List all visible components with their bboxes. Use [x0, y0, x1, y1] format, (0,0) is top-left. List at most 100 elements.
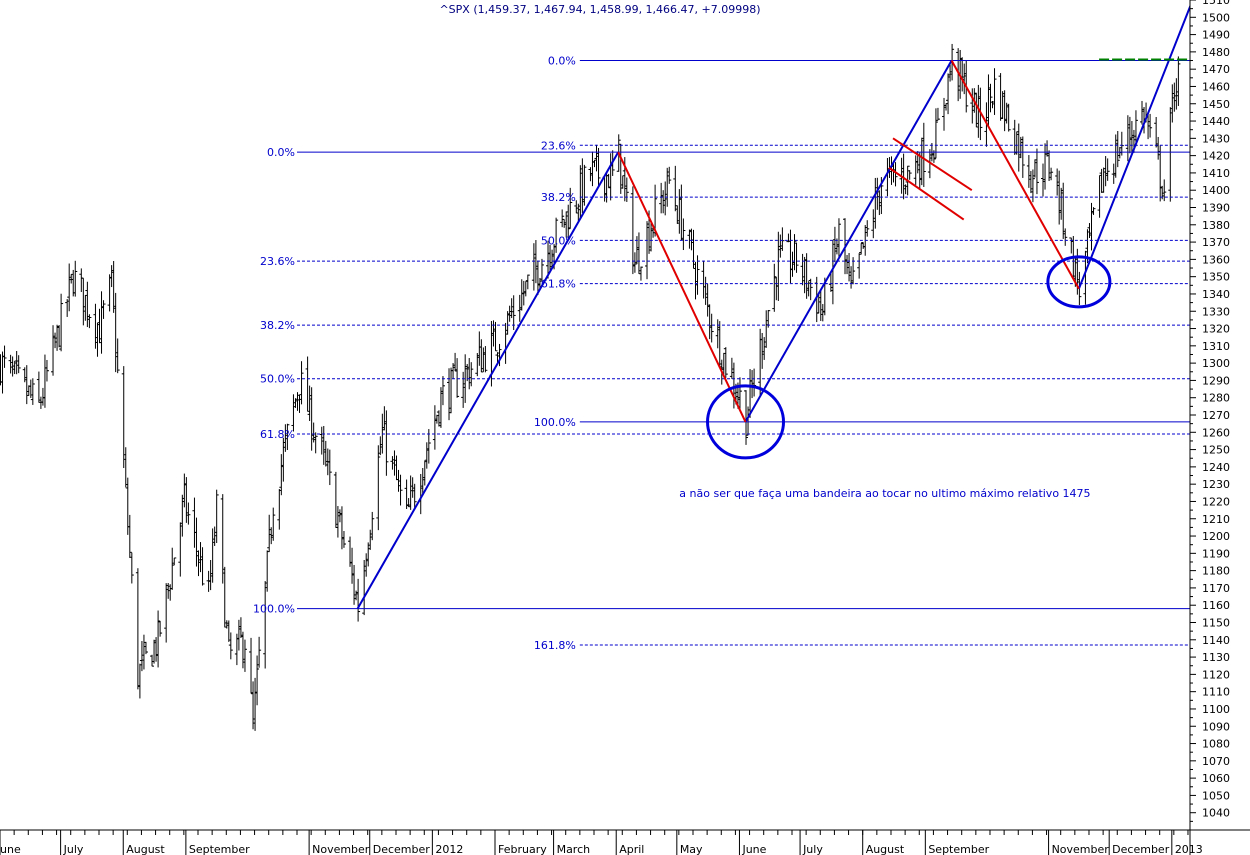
blue-trend-line	[356, 151, 620, 610]
chart-annotation: a não ser que faça uma bandeira ao tocar…	[679, 487, 1090, 500]
ohlc-bar	[737, 377, 742, 411]
x-month-label: 2012	[435, 843, 463, 855]
ohlc-bar	[135, 568, 140, 690]
y-tick-label: 1460	[1202, 80, 1230, 93]
ohlc-bar	[350, 547, 355, 584]
ohlc-bar	[194, 517, 199, 567]
y-tick-label: 1100	[1202, 703, 1230, 716]
ohlc-bar	[1026, 155, 1031, 188]
ohlc-bar	[267, 514, 272, 553]
ohlc-bar	[1063, 228, 1068, 246]
ohlc-bar	[517, 294, 522, 322]
ohlc-bar	[907, 170, 912, 180]
y-tick-label: 1510	[1202, 0, 1230, 7]
y-tick-label: 1280	[1202, 392, 1230, 405]
ohlc-bar	[477, 331, 482, 366]
ohlc-bar	[560, 209, 565, 228]
ohlc-bar	[0, 351, 5, 394]
ohlc-bar	[917, 152, 922, 190]
ohlc-bar	[1006, 103, 1011, 132]
y-axis-background	[1190, 0, 1250, 855]
ohlc-bar	[1002, 90, 1007, 132]
ohlc-bar	[604, 173, 609, 203]
ohlc-bar	[1028, 170, 1033, 194]
y-tick-label: 1390	[1202, 202, 1230, 215]
ohlc-bar	[851, 257, 856, 285]
ohlc-bar	[297, 394, 302, 413]
ohlc-bar	[1061, 182, 1066, 239]
blue-trend-line	[1077, 0, 1194, 290]
ohlc-bar	[998, 73, 1003, 121]
ohlc-bar	[319, 426, 324, 455]
ohlc-bar	[158, 620, 163, 637]
ohlc-bar	[222, 566, 227, 628]
ohlc-bar	[170, 547, 175, 590]
y-tick-label: 1200	[1202, 530, 1230, 543]
ohlc-bar	[1148, 113, 1153, 138]
ohlc-bar	[695, 255, 700, 295]
ohlc-bar	[1117, 146, 1122, 159]
blue-trend-line	[744, 60, 953, 423]
ohlc-bar	[53, 332, 58, 349]
ohlc-bar	[1125, 115, 1130, 162]
ohlc-bar	[729, 357, 734, 379]
x-month-label: May	[680, 843, 703, 855]
x-axis-background	[0, 830, 1250, 855]
ohlc-bar	[249, 637, 254, 694]
ohlc-bar	[707, 304, 712, 340]
ohlc-bar	[83, 294, 88, 321]
ohlc-bar	[214, 489, 219, 543]
y-tick-label: 1380	[1202, 219, 1230, 232]
ohlc-bar	[305, 356, 310, 412]
ohlc-bar	[65, 299, 70, 317]
ohlc-bar	[376, 445, 381, 531]
ohlc-bar	[59, 293, 64, 352]
fib-right-level-label: 0.0%	[548, 55, 576, 68]
ohlc-bar	[309, 387, 314, 451]
ohlc-bar	[1162, 179, 1167, 202]
price-bars	[0, 43, 1181, 731]
ohlc-bar	[434, 414, 439, 424]
ohlc-bar	[212, 526, 217, 546]
ohlc-bar	[849, 266, 854, 289]
ohlc-bar	[788, 229, 793, 284]
ohlc-bar	[461, 371, 466, 408]
ohlc-bar	[99, 291, 104, 354]
ohlc-bar	[87, 314, 92, 329]
ohlc-bar	[113, 292, 118, 373]
ohlc-bar	[152, 639, 157, 664]
ohlc-bar	[744, 390, 749, 445]
ohlc-bar	[143, 641, 148, 655]
ohlc-bar	[877, 190, 882, 216]
ohlc-bar	[178, 522, 183, 577]
y-tick-label: 1190	[1202, 547, 1230, 560]
ohlc-bar	[913, 155, 918, 185]
x-month-label: July	[802, 843, 823, 855]
x-month-label: 2013	[1175, 843, 1203, 855]
ohlc-bar	[1111, 163, 1116, 184]
ohlc-bar	[36, 371, 41, 403]
ohlc-bar	[596, 147, 601, 187]
ohlc-bar	[424, 442, 429, 469]
ohlc-bar	[1174, 78, 1179, 110]
ohlc-bar	[341, 531, 346, 548]
ohlc-bar	[1168, 107, 1173, 202]
ohlc-bar	[594, 144, 599, 172]
ohlc-bar	[1140, 100, 1145, 125]
ohlc-bar	[69, 273, 74, 284]
ohlc-bar	[960, 57, 965, 92]
ohlc-bar	[368, 529, 373, 550]
ohlc-bar	[1055, 168, 1060, 196]
ohlc-bar	[307, 385, 312, 422]
ohlc-bar	[156, 610, 161, 668]
ohlc-bar	[503, 322, 508, 364]
ohlc-bar	[73, 260, 78, 297]
ohlc-bar	[701, 260, 706, 299]
ohlc-bar	[772, 263, 777, 312]
x-month-label: June	[741, 843, 766, 855]
x-month-label: December	[373, 843, 431, 855]
y-tick-label: 1170	[1202, 582, 1230, 595]
ohlc-bar	[1101, 167, 1106, 193]
y-tick-label: 1110	[1202, 686, 1230, 699]
ohlc-bar	[491, 320, 496, 347]
